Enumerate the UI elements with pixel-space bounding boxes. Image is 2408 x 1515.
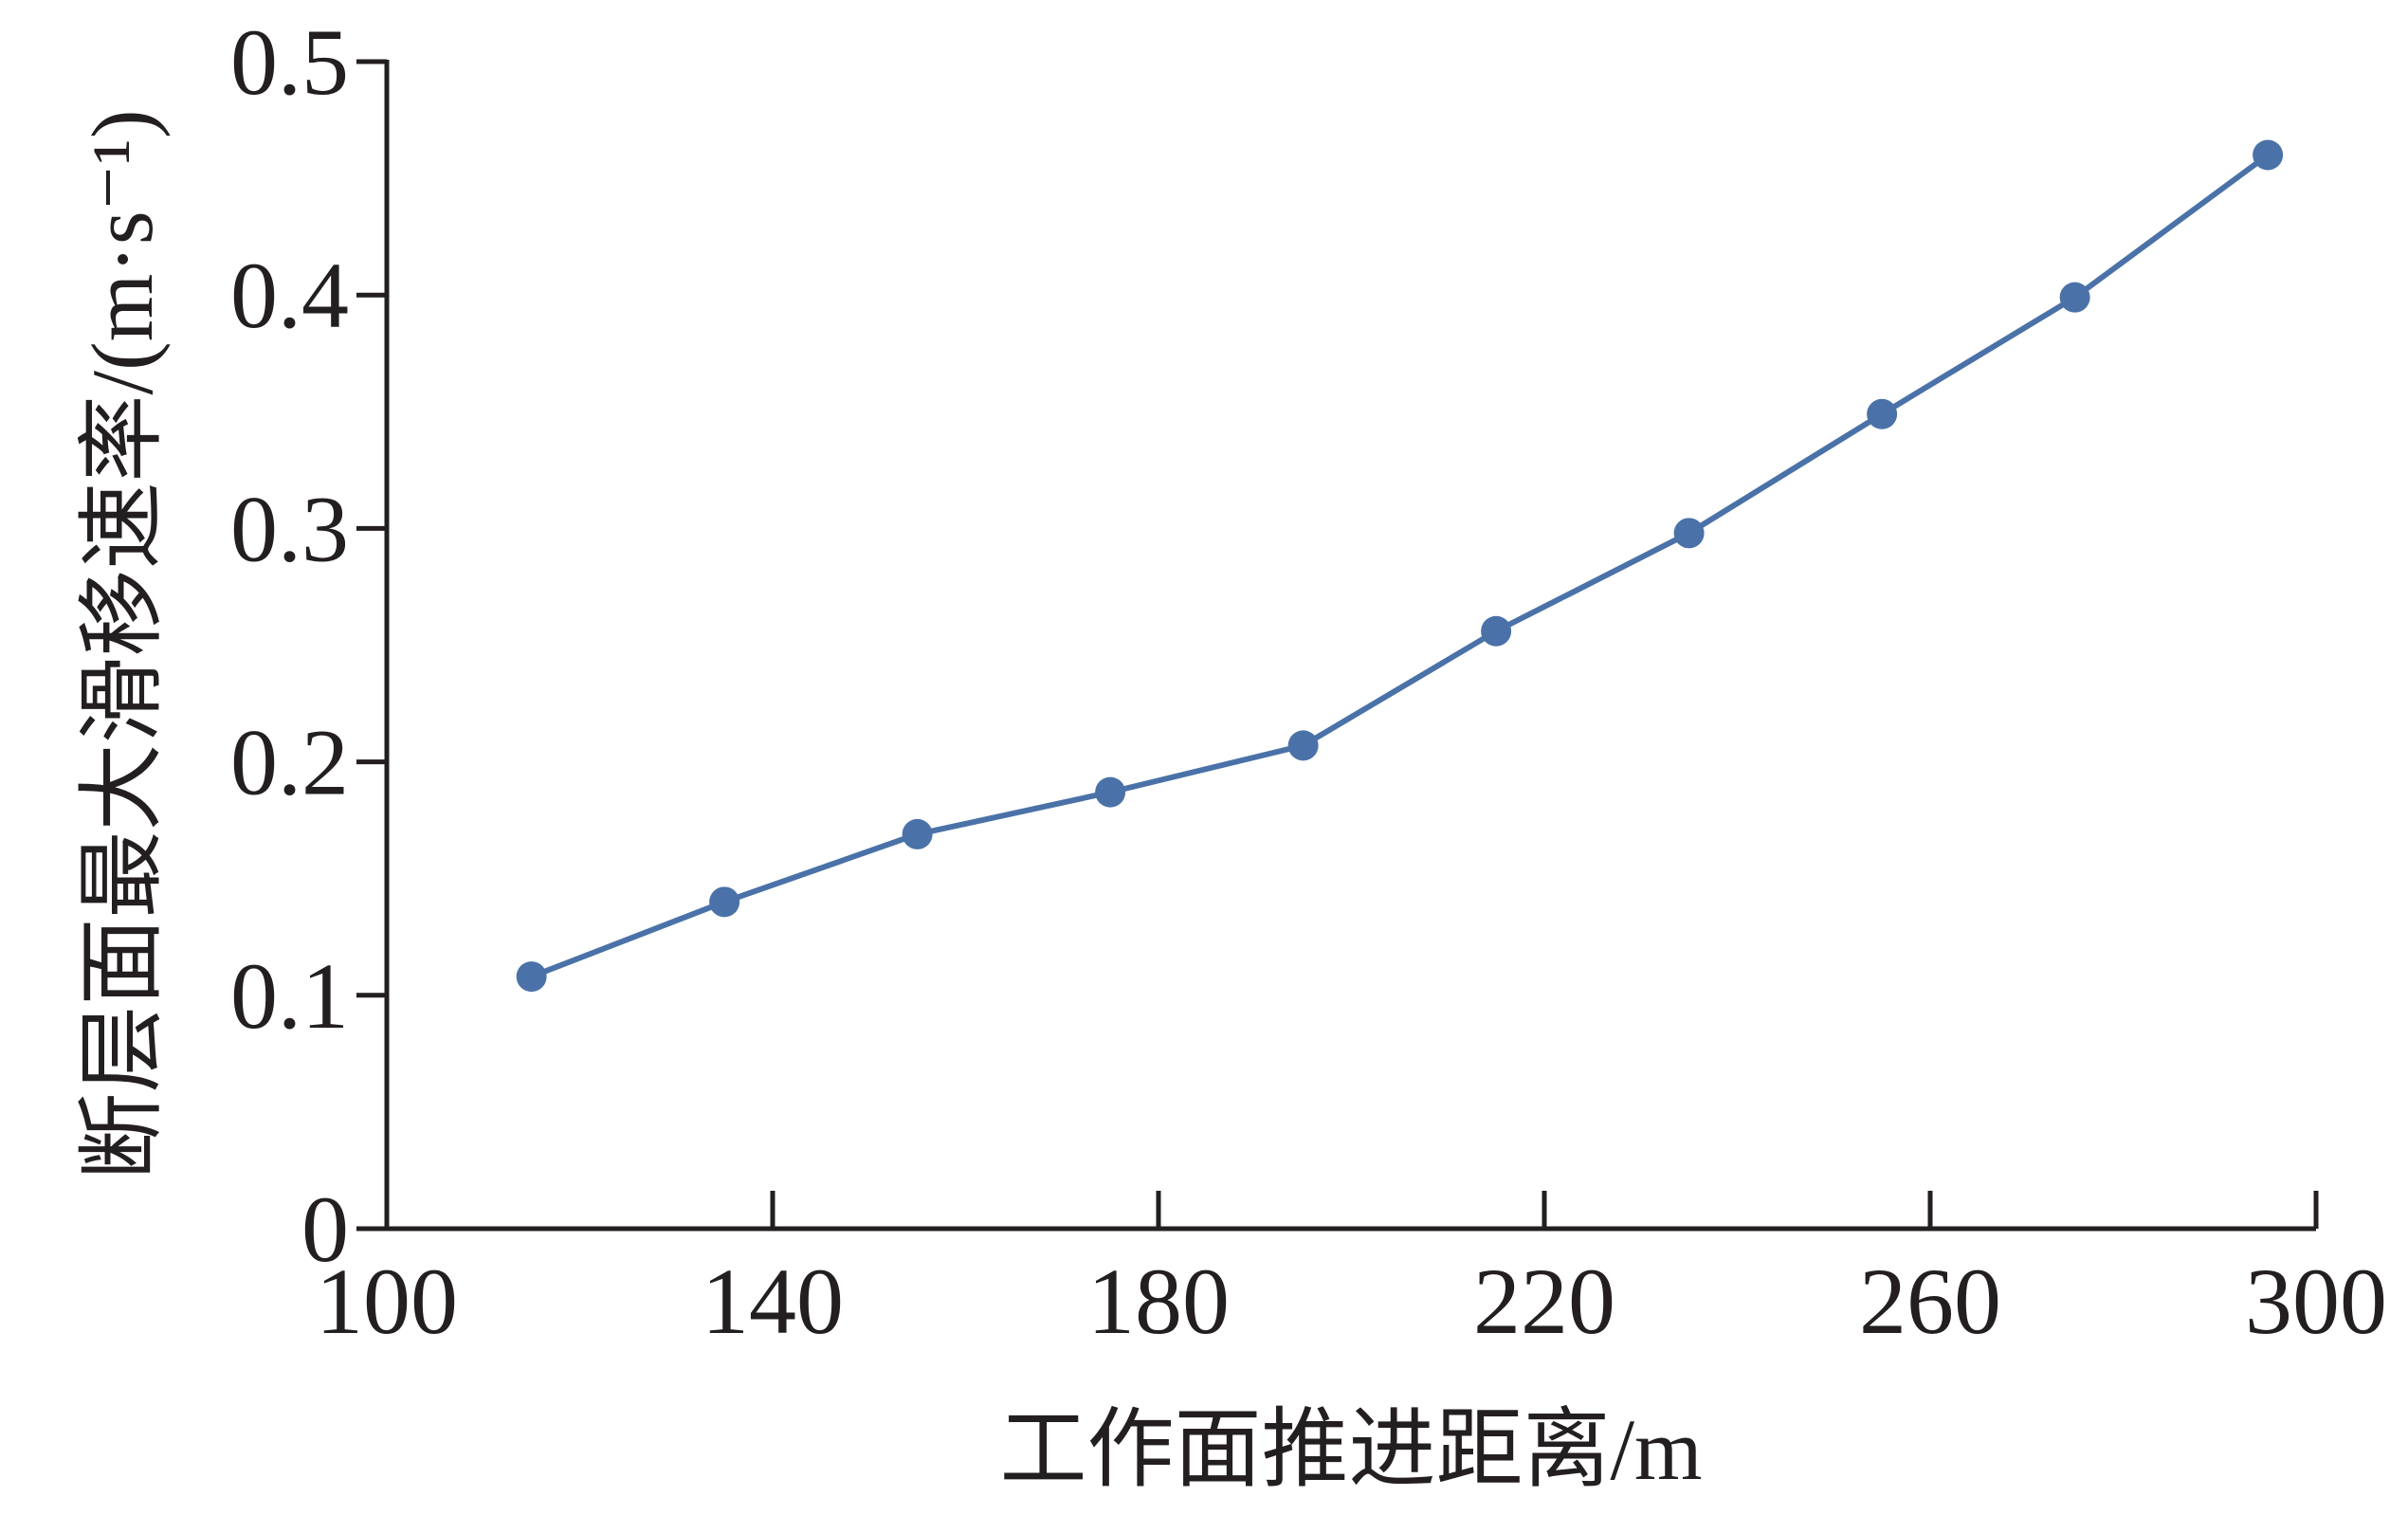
x-tick-label: 100 [316, 1249, 458, 1354]
point [516, 961, 547, 993]
point [1673, 518, 1705, 549]
point [902, 818, 933, 849]
y-tick-label: 0.5 [230, 9, 349, 115]
point [1481, 615, 1512, 647]
x-axis-label: 工作面推进距离/m [999, 1401, 1702, 1498]
point [1095, 776, 1126, 808]
point [1287, 730, 1319, 761]
y-tick-label: 0.3 [230, 476, 349, 581]
y-axis-label: 断层面最大滑移速率/(m·s⁻¹) [74, 110, 171, 1180]
point [2253, 139, 2284, 171]
y-tick-label: 0.1 [230, 943, 349, 1049]
series-line [530, 153, 2270, 979]
point [1867, 398, 1898, 429]
x-tick-label: 300 [2245, 1249, 2387, 1354]
y-tick-label: 0.4 [230, 243, 349, 348]
x-tick-label: 180 [1087, 1249, 1230, 1354]
y-tick-label: 0.2 [230, 710, 349, 815]
x-tick-label: 140 [702, 1249, 844, 1354]
x-tick-label: 220 [1473, 1249, 1615, 1354]
y-tick-label: 0 [301, 1177, 349, 1282]
point [2059, 282, 2090, 313]
point [709, 886, 740, 918]
x-tick-label: 260 [1859, 1249, 2001, 1354]
